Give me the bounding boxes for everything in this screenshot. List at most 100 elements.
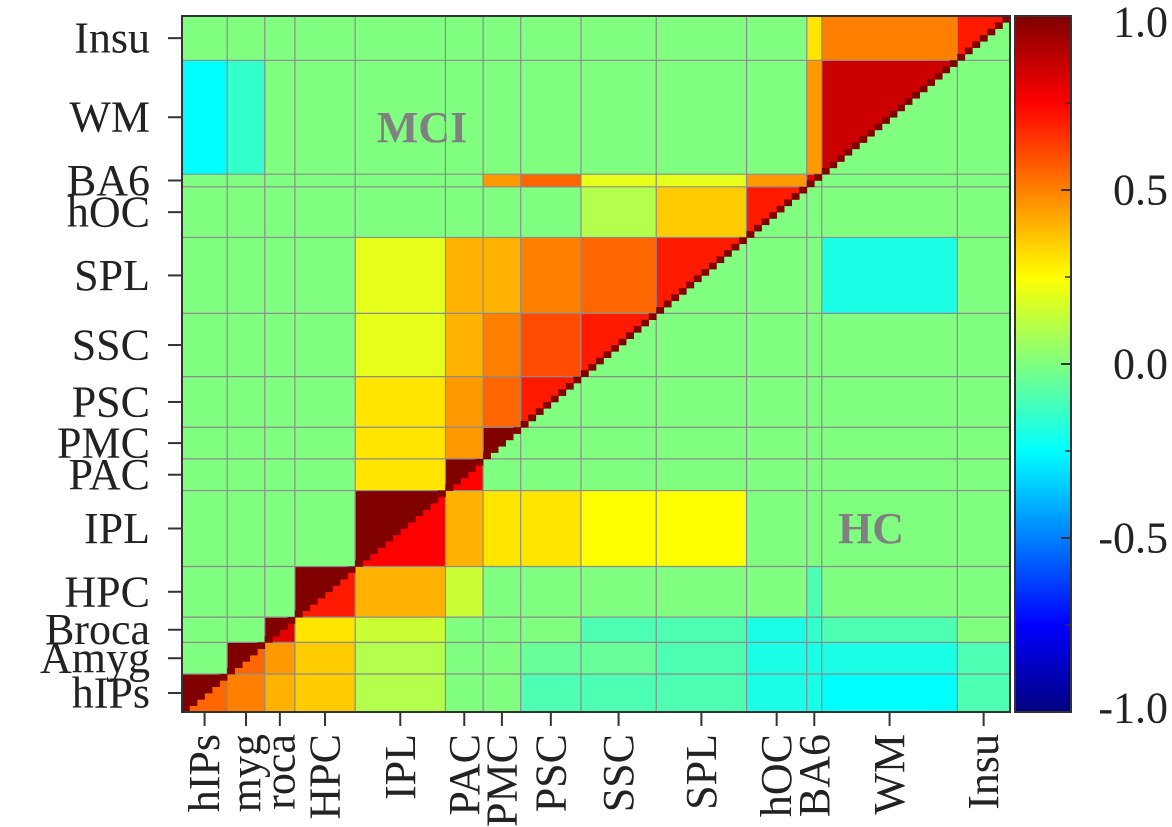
heatmap-cell-hIPs-PMC — [182, 427, 228, 460]
diagonal-cell — [701, 269, 710, 276]
heatmap-cells — [182, 16, 1011, 713]
diagonal-cell — [197, 693, 205, 700]
diagonal-cell — [746, 231, 755, 238]
diagonal-cell — [799, 186, 808, 194]
heatmap-cell-hOC-HPC — [746, 566, 808, 618]
heatmap-cell-hOC-PSC — [746, 376, 808, 428]
heatmap-cell-Insu-hOC — [957, 186, 1011, 238]
diagonal-cell — [588, 364, 597, 371]
y-tick-label-WM: WM — [69, 93, 150, 142]
colorbar: 1.0 0.5 0.0 -0.5 -1.0 — [1014, 0, 1168, 733]
heatmap-cell-IPL-PMC — [355, 427, 446, 460]
diagonal-cell — [611, 345, 619, 352]
heatmap-cell-Broca-hIPs — [264, 674, 296, 713]
x-tick-label-HPC: HPC — [301, 734, 350, 820]
diagonal-cell — [949, 60, 958, 67]
heatmap-cell-SPL-Amyg — [656, 642, 748, 675]
diagonal-cell — [400, 522, 409, 529]
heatmap-cell-PSC-WM — [520, 60, 582, 175]
heatmap-cell-Amyg-WM — [227, 60, 266, 175]
diagonal-cell — [550, 395, 559, 403]
heatmap-cell-Amyg-SPL — [227, 237, 266, 314]
x-tick-label-SSC: SSC — [594, 734, 643, 812]
heatmap-cell-PMC-Amyg — [483, 642, 522, 675]
diagonal-cell — [302, 604, 311, 612]
diagonal-cell — [558, 389, 567, 396]
diagonal-cell — [219, 674, 228, 681]
diagonal-cell — [791, 193, 800, 200]
heatmap-cell-Insu-hIPs — [957, 674, 1011, 713]
diagonal-cell — [731, 243, 740, 251]
heatmap-cell-Amyg-HPC — [227, 566, 266, 618]
diagonal-cell — [987, 28, 996, 36]
heatmap-cell-BA6-Insu — [806, 16, 823, 61]
heatmap-cell-SSC-Amyg — [580, 642, 657, 675]
diagonal-cell — [814, 174, 823, 181]
heatmap-cell-BA6-PAC — [806, 458, 823, 492]
heatmap-cell-SPL-HPC — [656, 566, 748, 618]
heatmap-cell-Broca-SSC — [264, 313, 296, 378]
diagonal-cell — [317, 591, 326, 599]
heatmap-cell-SSC-PSC — [580, 376, 657, 428]
diagonal-cell — [257, 642, 266, 650]
heatmap-cell-SSC-Insu — [580, 16, 657, 61]
heatmap-cell-Amyg-hOC — [227, 186, 266, 238]
heatmap-cell-SPL-hOC — [656, 186, 748, 238]
heatmap-cell-PSC-Broca — [520, 617, 582, 643]
heatmap-cell-WM-SPL — [821, 237, 958, 314]
heatmap-cell-PMC-SSC — [483, 313, 522, 378]
heatmap-cell-PAC-hIPs — [445, 674, 484, 713]
annotation-hc: HC — [838, 504, 904, 553]
diagonal-cell — [445, 484, 454, 491]
diagonal-cell — [340, 572, 348, 580]
diagonal-cell — [641, 319, 649, 327]
diagonal-cell — [272, 629, 281, 637]
heatmap-cell-WM-BA6 — [821, 174, 958, 188]
diagonal-cell — [452, 477, 461, 485]
heatmap-cell-IPL-Insu — [355, 16, 446, 61]
diagonal-cell — [475, 458, 484, 466]
heatmap-cell-IPL-Broca — [355, 617, 446, 643]
heatmap-cell-Amyg-SSC — [227, 313, 266, 378]
diagonal-cell — [392, 528, 401, 536]
diagonal-cell — [836, 155, 845, 162]
y-tick-label-IPL: IPL — [84, 504, 150, 553]
heatmap-cell-WM-IPL — [821, 490, 958, 567]
heatmap-cell-HPC-PMC — [294, 427, 356, 460]
y-tick-label-HPC: HPC — [64, 567, 150, 616]
y-tick-label-PSC: PSC — [72, 377, 150, 426]
heatmap-cell-Insu-WM — [957, 60, 1011, 175]
heatmap-cell-HPC-SSC — [294, 313, 356, 378]
heatmap-cell-PMC-BA6 — [483, 174, 522, 188]
diagonal-cell — [370, 547, 379, 555]
heatmap-cell-BA6-PSC — [806, 376, 823, 428]
diagonal-cell — [287, 617, 296, 624]
heatmap-cell-IPL-SPL — [355, 237, 446, 314]
heatmap-cell-hIPs-SPL — [182, 237, 228, 314]
heatmap-cell-Broca-PAC — [264, 458, 296, 492]
heatmap-cell-IPL-WM — [355, 60, 446, 175]
heatmap-cell-SSC-hOC — [580, 186, 657, 238]
heatmap-cell-hIPs-PAC — [182, 458, 228, 492]
heatmap-cell-SPL-IPL — [656, 490, 748, 567]
y-tick-label-SPL: SPL — [74, 251, 150, 300]
diagonal-cell — [355, 560, 363, 567]
heatmap-cell-PSC-PAC — [520, 458, 582, 492]
colorbar-tick-label: -0.5 — [1098, 514, 1168, 563]
y-tick-label-PAC: PAC — [68, 450, 150, 499]
diagonal-cell — [889, 110, 898, 118]
heatmap-cell-PAC-BA6 — [445, 174, 484, 188]
heatmap-cell-HPC-PAC — [294, 458, 356, 492]
heatmap-cell-BA6-SPL — [806, 237, 823, 314]
heatmap-cell-HPC-hIPs — [294, 674, 356, 713]
heatmap-cell-SSC-hIPs — [580, 674, 657, 713]
heatmap-cell-PMC-PAC — [483, 458, 522, 492]
heatmap-cell-Broca-HPC — [264, 566, 296, 618]
heatmap-cell-PAC-HPC — [445, 566, 484, 618]
heatmap-cell-PMC-IPL — [483, 490, 522, 567]
diagonal-cell — [874, 123, 883, 131]
heatmap-cell-PSC-hIPs — [520, 674, 582, 713]
heatmap-cell-hIPs-Insu — [182, 16, 228, 61]
